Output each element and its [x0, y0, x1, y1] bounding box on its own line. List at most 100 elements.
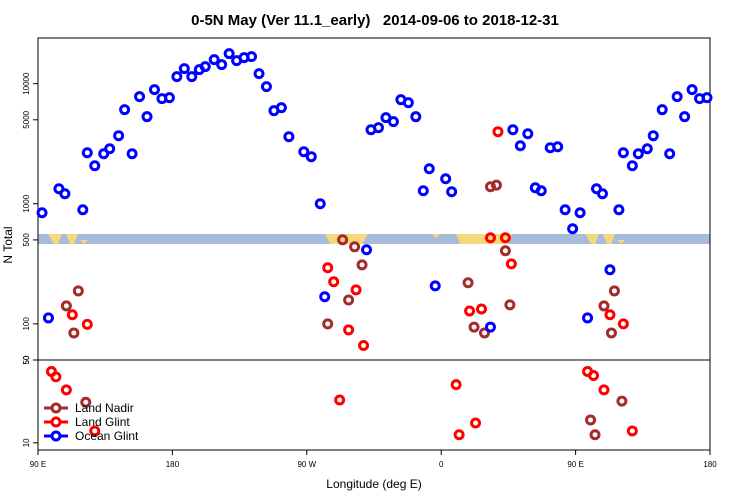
marker [186, 71, 198, 83]
marker [80, 396, 92, 408]
marker [36, 207, 48, 219]
marker [476, 303, 488, 315]
chart-title: 0-5N May (Ver 11.1_early) 2014-09-06 to … [191, 12, 559, 29]
marker [178, 63, 190, 75]
marker [72, 285, 84, 297]
marker [223, 48, 235, 60]
marker [604, 264, 616, 276]
marker [402, 97, 414, 109]
marker [605, 327, 617, 339]
marker [626, 425, 638, 437]
x-tick-label: 90 E [30, 460, 46, 469]
marker [505, 258, 517, 270]
marker [585, 414, 597, 426]
marker [701, 92, 713, 104]
marker [246, 51, 258, 63]
marker [598, 384, 610, 396]
marker [484, 181, 496, 193]
marker [450, 379, 462, 391]
marker [337, 234, 349, 246]
marker [126, 148, 138, 160]
marker [350, 284, 362, 296]
marker [617, 147, 629, 159]
marker [617, 318, 629, 330]
plot-frame [37, 359, 711, 451]
marker [462, 277, 474, 289]
marker [464, 305, 476, 317]
y-tick-label: 500 [22, 233, 31, 247]
marker [417, 185, 429, 197]
legend-marker [50, 402, 62, 414]
y-tick-label: 5000 [22, 110, 31, 128]
marker [81, 147, 93, 159]
marker [641, 143, 653, 155]
marker [490, 179, 502, 191]
y-axis-label: N Total [1, 226, 15, 263]
marker [275, 102, 287, 114]
marker [319, 291, 331, 303]
marker [113, 130, 125, 142]
marker [134, 91, 146, 103]
marker [42, 312, 54, 324]
marker [616, 395, 628, 407]
marker [50, 371, 62, 383]
marker [423, 163, 435, 175]
marker [119, 104, 131, 116]
y-tick-label: 10 [22, 438, 31, 447]
marker [322, 262, 334, 274]
land [585, 234, 625, 244]
marker [216, 59, 228, 71]
x-axis-label: Longitude (deg E) [326, 477, 421, 491]
y-tick-label: 10000 [22, 72, 31, 95]
marker [679, 111, 691, 123]
marker [598, 300, 610, 312]
y-tick-label: 50 [22, 355, 31, 364]
marker [343, 324, 355, 336]
marker [522, 128, 534, 140]
x-tick-label: 180 [166, 460, 180, 469]
marker [68, 327, 80, 339]
marker [328, 276, 340, 288]
marker [596, 188, 608, 200]
y-tick-label: 1000 [22, 194, 31, 212]
marker [208, 54, 220, 66]
marker [626, 160, 638, 172]
marker [89, 425, 101, 437]
marker [632, 148, 644, 160]
legend-label: Ocean Glint [75, 429, 139, 443]
marker [410, 111, 422, 123]
marker [141, 111, 153, 123]
marker [104, 143, 116, 155]
marker [440, 173, 452, 185]
marker [446, 186, 458, 198]
marker [608, 285, 620, 297]
marker [484, 321, 496, 333]
marker [429, 280, 441, 292]
ocean-strip [38, 234, 710, 244]
marker [66, 309, 78, 321]
x-tick-label: 180 [703, 460, 717, 469]
marker [349, 241, 361, 253]
legend-marker [50, 416, 62, 428]
marker [479, 327, 491, 339]
x-tick-label: 90 W [297, 460, 316, 469]
marker [492, 126, 504, 138]
marker [283, 131, 295, 143]
x-tick-label: 0 [439, 460, 444, 469]
marker [535, 185, 547, 197]
marker [314, 198, 326, 210]
marker [171, 71, 183, 83]
marker [647, 130, 659, 142]
marker [60, 300, 72, 312]
marker [504, 299, 516, 311]
marker [613, 204, 625, 216]
marker [199, 61, 211, 73]
land-mask [38, 234, 710, 244]
x-tick-label: 90 E [567, 460, 583, 469]
marker [604, 309, 616, 321]
marker [77, 204, 89, 216]
marker [60, 384, 72, 396]
legend-label: Land Glint [75, 415, 130, 429]
